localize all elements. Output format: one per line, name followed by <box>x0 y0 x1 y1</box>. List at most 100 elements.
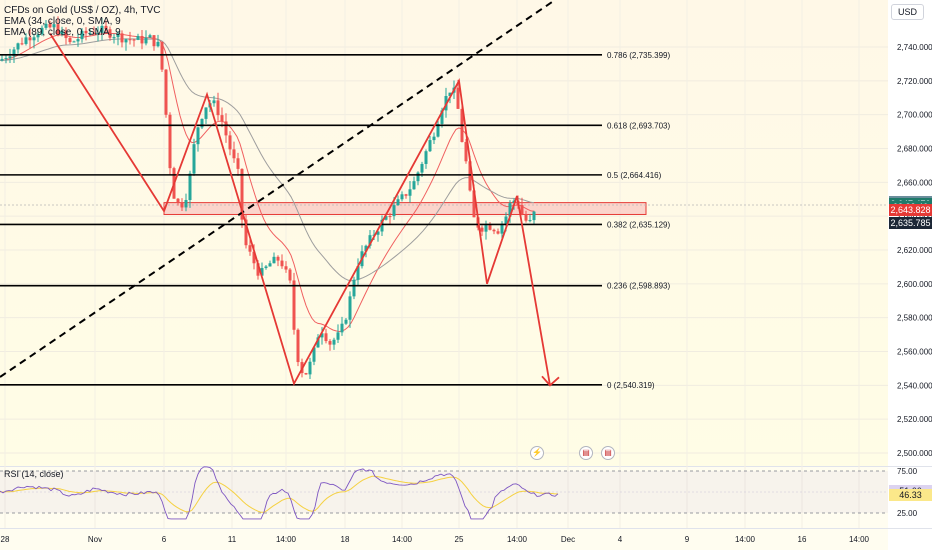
candle-body <box>80 30 84 40</box>
candle-body <box>100 25 104 33</box>
candle-body <box>336 332 340 340</box>
currency-button[interactable]: USD <box>890 4 924 20</box>
price-axis-label: 2,500.000 <box>897 449 932 458</box>
time-axis-label: Nov <box>88 535 102 544</box>
time-axis-label: 4 <box>618 535 623 544</box>
candle-body <box>0 58 4 61</box>
candle-body <box>292 280 296 330</box>
rsi-legend[interactable]: RSI (14, close) <box>4 469 64 479</box>
candle-body <box>392 205 396 217</box>
candle-body <box>240 168 244 220</box>
price-axis-label: 2,540.000 <box>897 381 932 390</box>
candle-body <box>92 32 96 35</box>
price-axis-pane[interactable] <box>888 0 932 550</box>
candle-body <box>348 296 352 320</box>
time-axis-label: 14:00 <box>276 535 297 544</box>
candles <box>0 16 536 380</box>
event-flash-icon[interactable]: ⚡ <box>530 446 544 460</box>
candle-body <box>24 37 28 44</box>
ema34-line <box>0 33 535 333</box>
candle-body <box>468 161 472 191</box>
fib-level-label: 0.236 (2,598.893) <box>607 282 670 291</box>
candle-body <box>104 25 108 30</box>
symbol-legend[interactable]: CFDs on Gold (US$ / OZ), 4h, TVC <box>4 5 161 16</box>
event-flag-us-icon[interactable]: ▤ <box>579 446 593 460</box>
candle-body <box>236 158 240 169</box>
candle-body <box>508 203 512 217</box>
candle-body <box>220 115 224 122</box>
price-tag: 2,643.828 <box>889 203 932 216</box>
candle-body <box>456 87 460 109</box>
time-axis-label: 16 <box>798 535 807 544</box>
candle-body <box>472 190 476 218</box>
candle-body <box>216 100 220 116</box>
candle-body <box>532 211 536 221</box>
chart-legend[interactable]: CFDs on Gold (US$ / OZ), 4h, TVC EMA (34… <box>4 5 161 38</box>
candle-body <box>284 266 288 270</box>
candle-body <box>364 245 368 252</box>
price-axis: 2,740.000 2,720.000 2,700.000 2,680.000 2,66… <box>897 43 932 458</box>
time-axis-label: 9 <box>685 535 690 544</box>
candle-body <box>316 337 320 348</box>
fib-level-label: 0 (2,540.319) <box>607 381 655 390</box>
candle-body <box>48 23 52 28</box>
price-pane[interactable] <box>0 0 888 468</box>
candle-body <box>12 49 16 57</box>
candle-body <box>176 198 180 203</box>
candle-body <box>464 141 468 162</box>
candle-body <box>480 227 484 232</box>
candle-body <box>228 135 232 150</box>
price-axis-label: 2,520.000 <box>897 415 932 424</box>
candle-body <box>112 37 116 39</box>
price-axis-label: 2,620.000 <box>897 246 932 255</box>
candle-body <box>380 219 384 232</box>
candle-body <box>64 30 68 39</box>
candle-body <box>168 114 172 169</box>
candle-body <box>196 127 200 145</box>
event-flag-us-icon-2[interactable]: ▤ <box>601 446 615 460</box>
ema89-legend[interactable]: EMA (89, close, 0, SMA, 9 <box>4 27 121 38</box>
zigzag-line <box>49 33 551 386</box>
candle-body <box>272 256 276 264</box>
price-axis-label: 2,680.000 <box>897 145 932 154</box>
candle-body <box>248 245 252 252</box>
candle-body <box>4 58 8 60</box>
candle-body <box>252 251 256 264</box>
candle-body <box>232 149 236 159</box>
candle-body <box>76 39 80 42</box>
candle-body <box>308 361 312 375</box>
price-axis-label: 2,720.000 <box>897 77 932 86</box>
candle-body <box>268 263 272 267</box>
candle-body <box>16 43 20 50</box>
time-axis-label: 14:00 <box>507 535 528 544</box>
candle-body <box>192 144 196 174</box>
price-axis-label: 2,580.000 <box>897 314 932 323</box>
time-axis-label: 14:00 <box>392 535 413 544</box>
fib-level-label: 0.618 (2,693.703) <box>607 121 670 130</box>
candle-body <box>496 231 500 234</box>
candle-body <box>388 216 392 218</box>
candle-body <box>412 181 416 190</box>
candle-body <box>84 30 88 34</box>
ema34-legend[interactable]: EMA (34, close, 0, SMA, 9 <box>4 16 121 27</box>
candle-body <box>88 32 92 34</box>
candle-body <box>428 140 432 152</box>
candle-body <box>340 323 344 333</box>
candle-body <box>408 189 412 196</box>
candle-body <box>432 136 436 141</box>
rsi-pane[interactable] <box>0 466 888 528</box>
candle-body <box>440 110 444 124</box>
price-tag: 2,635.785 <box>889 217 932 230</box>
ema-lines <box>0 33 535 333</box>
price-axis-label: 2,660.000 <box>897 178 932 187</box>
candle-body <box>376 231 380 235</box>
candle-body <box>356 266 360 280</box>
candle-body <box>60 30 64 35</box>
candle-body <box>420 163 424 173</box>
candle-body <box>296 329 300 363</box>
candle-body <box>528 220 532 222</box>
time-axis-label: 11 <box>228 535 237 544</box>
resistance-zone-rect <box>163 202 647 215</box>
candle-body <box>28 37 32 41</box>
